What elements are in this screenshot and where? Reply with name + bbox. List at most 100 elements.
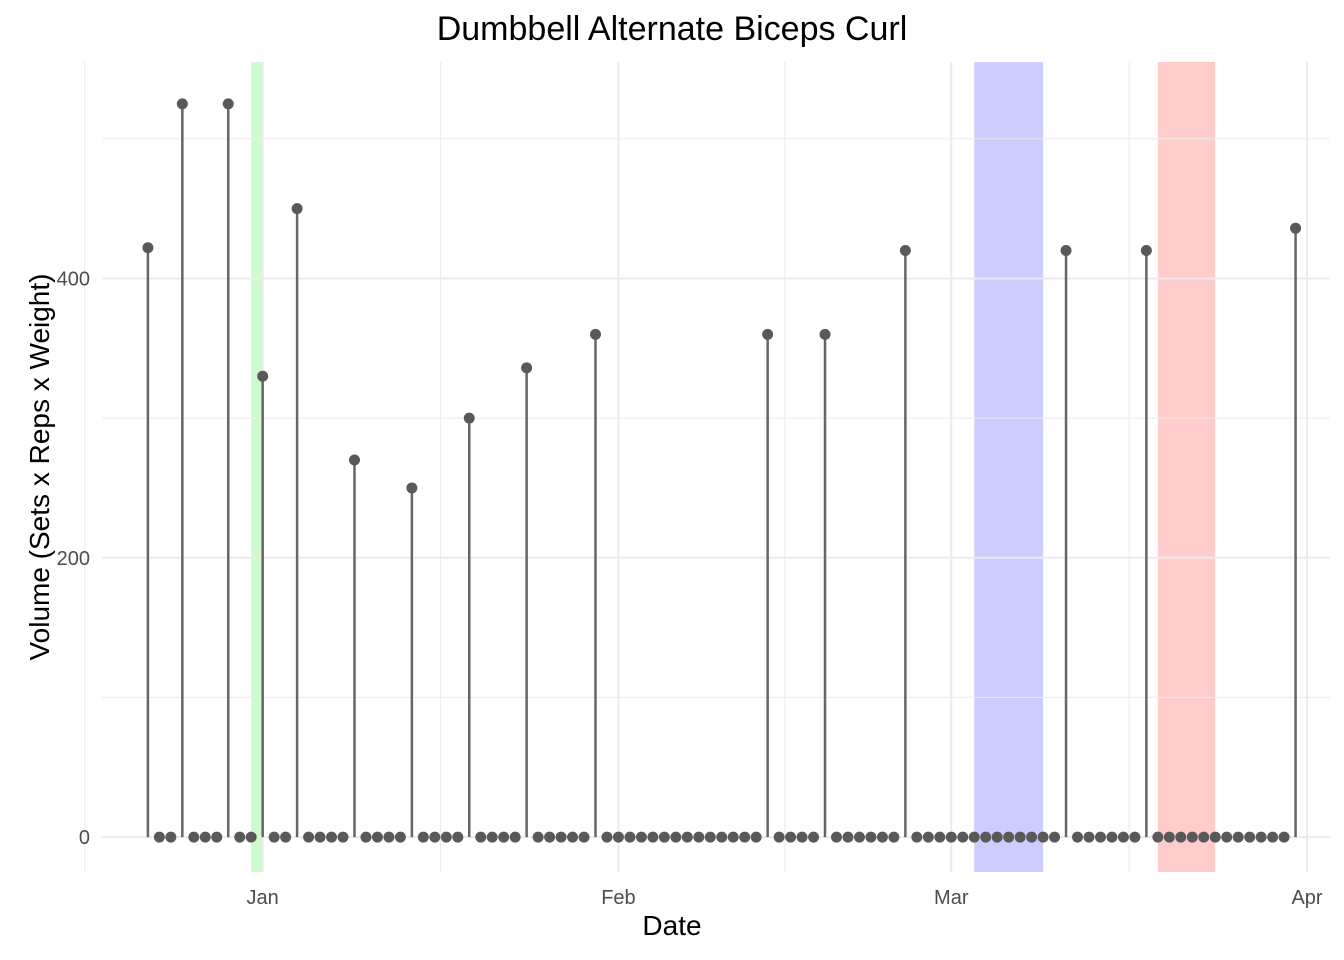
data-point	[337, 831, 349, 843]
data-point	[303, 831, 315, 843]
data-point	[567, 831, 579, 843]
data-point	[452, 831, 464, 843]
data-point	[876, 831, 888, 843]
data-point	[819, 328, 831, 340]
data-point	[1037, 831, 1049, 843]
data-point	[326, 831, 338, 843]
y-axis-label: Volume (Sets x Reps x Weight)	[24, 273, 55, 661]
data-point	[888, 831, 900, 843]
data-point	[245, 831, 257, 843]
data-point	[498, 831, 510, 843]
data-point	[842, 831, 854, 843]
data-point	[475, 831, 487, 843]
data-point	[1083, 831, 1095, 843]
data-point	[1014, 831, 1026, 843]
x-tick-label: Mar	[934, 887, 969, 909]
data-point	[1255, 831, 1267, 843]
data-point	[1152, 831, 1164, 843]
data-point	[1278, 831, 1290, 843]
data-point	[658, 831, 670, 843]
data-point	[968, 831, 980, 843]
data-point	[1232, 831, 1244, 843]
x-tick-labels: Jan Feb Mar Apr	[247, 887, 1323, 909]
data-point	[1198, 831, 1210, 843]
data-point	[176, 98, 188, 110]
data-point	[211, 831, 223, 843]
gridlines	[84, 62, 1330, 872]
data-point	[853, 831, 865, 843]
data-point	[1175, 831, 1187, 843]
data-point	[291, 203, 303, 215]
data-point	[1140, 245, 1152, 257]
data-point	[796, 831, 808, 843]
data-point	[555, 831, 567, 843]
data-point	[647, 831, 659, 843]
x-tick-label: Jan	[247, 887, 279, 909]
data-point	[257, 370, 269, 382]
data-point	[1244, 831, 1256, 843]
data-point	[1129, 831, 1141, 843]
data-point	[1290, 222, 1302, 234]
data-point	[578, 831, 590, 843]
data-point	[624, 831, 636, 843]
data-point	[681, 831, 693, 843]
data-point	[486, 831, 498, 843]
data-point	[1003, 831, 1015, 843]
data-point	[1060, 245, 1072, 257]
data-point	[417, 831, 429, 843]
data-point	[716, 831, 728, 843]
data-point	[153, 831, 165, 843]
data-point	[406, 482, 418, 494]
data-point	[521, 362, 533, 374]
data-point	[612, 831, 624, 843]
data-point	[165, 831, 177, 843]
x-tick-label: Feb	[601, 887, 635, 909]
data-point	[589, 328, 601, 340]
data-point	[945, 831, 957, 843]
y-tick-label: 400	[57, 268, 90, 290]
data-point	[532, 831, 544, 843]
data-point	[750, 831, 762, 843]
data-point	[199, 831, 211, 843]
data-point	[991, 831, 1003, 843]
data-point	[383, 831, 395, 843]
data-point	[670, 831, 682, 843]
data-point	[785, 831, 797, 843]
highlight-band-2	[974, 62, 1044, 872]
data-point	[601, 831, 613, 843]
data-point	[1209, 831, 1221, 843]
x-tick-label: Apr	[1291, 887, 1322, 909]
data-point	[429, 831, 441, 843]
y-tick-label: 200	[57, 548, 90, 570]
data-point	[1186, 831, 1198, 843]
highlight-bands	[251, 62, 1216, 872]
data-point	[957, 831, 969, 843]
data-point	[1267, 831, 1279, 843]
data-point	[704, 831, 716, 843]
data-point	[348, 454, 360, 466]
data-point	[222, 98, 234, 110]
data-point	[1221, 831, 1233, 843]
data-point	[1163, 831, 1175, 843]
data-point	[693, 831, 705, 843]
data-point	[280, 831, 292, 843]
data-point	[1049, 831, 1061, 843]
y-tick-labels: 0 200 400	[57, 268, 90, 849]
data-point	[831, 831, 843, 843]
data-point	[440, 831, 452, 843]
data-point	[360, 831, 372, 843]
data-point	[268, 831, 280, 843]
data-point	[142, 242, 154, 254]
data-point	[544, 831, 556, 843]
data-point	[865, 831, 877, 843]
data-point	[188, 831, 200, 843]
x-axis-label: Date	[642, 910, 702, 941]
data-point	[1094, 831, 1106, 843]
data-point	[934, 831, 946, 843]
stems	[146, 103, 1297, 838]
highlight-band-3	[1157, 62, 1216, 872]
data-point	[922, 831, 934, 843]
data-point	[1026, 831, 1038, 843]
data-point	[773, 831, 785, 843]
data-point	[314, 831, 326, 843]
